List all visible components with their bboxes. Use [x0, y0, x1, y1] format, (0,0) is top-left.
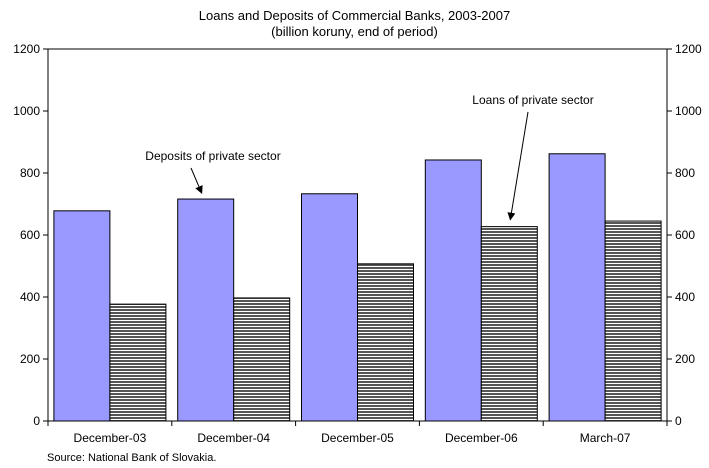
y-tick-label-left: 600: [20, 228, 40, 242]
bar-deposits: [177, 198, 235, 422]
bar-loans: [233, 297, 291, 422]
annotation-loans-label: Loans of private sector: [472, 93, 593, 107]
bar-deposits: [301, 193, 358, 422]
y-tick-label-right: 400: [675, 290, 695, 304]
x-tick-label: December-05: [321, 431, 394, 445]
bar-deposits: [548, 153, 606, 422]
y-tick-label-right: 0: [675, 414, 682, 428]
y-tick-label-right: 1000: [675, 104, 702, 118]
chart-subtitle: (billion koruny, end of period): [271, 24, 438, 39]
x-tick-label: March-07: [580, 431, 631, 445]
y-tick-label-left: 0: [33, 414, 40, 428]
annotation-loans-arrow: [507, 111, 529, 221]
bar-loans: [480, 226, 538, 422]
annotation-deposits-label: Deposits of private sector: [145, 149, 280, 163]
y-tick-label-right: 800: [675, 166, 695, 180]
chart-title: Loans and Deposits of Commercial Banks, …: [198, 8, 511, 23]
bar-loans: [109, 303, 167, 422]
y-tick-label-right: 200: [675, 352, 695, 366]
y-tick-label-left: 200: [20, 352, 40, 366]
y-tick-label-right: 600: [675, 228, 695, 242]
y-tick-label-left: 1000: [13, 104, 40, 118]
y-tick-label-left: 800: [20, 166, 40, 180]
y-tick-label-left: 1200: [13, 42, 40, 56]
x-tick-label: December-03: [74, 431, 147, 445]
bar-deposits: [53, 210, 111, 422]
y-tick-label-right: 1200: [675, 42, 702, 56]
bar-deposits: [424, 159, 482, 422]
x-tick-label: December-04: [197, 431, 270, 445]
x-tick-label: December-06: [445, 431, 518, 445]
bar-loans: [357, 263, 414, 422]
source-note: Source: National Bank of Slovakia.: [47, 452, 217, 464]
annotation-deposits-arrow: [190, 167, 203, 194]
bar-loans: [604, 220, 662, 422]
y-tick-label-left: 400: [20, 290, 40, 304]
